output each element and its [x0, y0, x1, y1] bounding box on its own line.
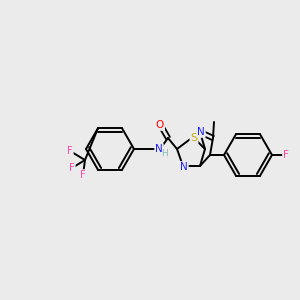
Text: O: O: [156, 120, 164, 130]
Text: N: N: [155, 144, 163, 154]
Text: F: F: [283, 150, 289, 160]
Text: N: N: [180, 162, 188, 172]
Text: N: N: [197, 127, 205, 137]
Text: S: S: [190, 133, 198, 143]
Text: F: F: [67, 146, 73, 156]
Text: H: H: [162, 149, 168, 158]
Text: F: F: [69, 163, 75, 173]
Text: F: F: [80, 170, 86, 180]
